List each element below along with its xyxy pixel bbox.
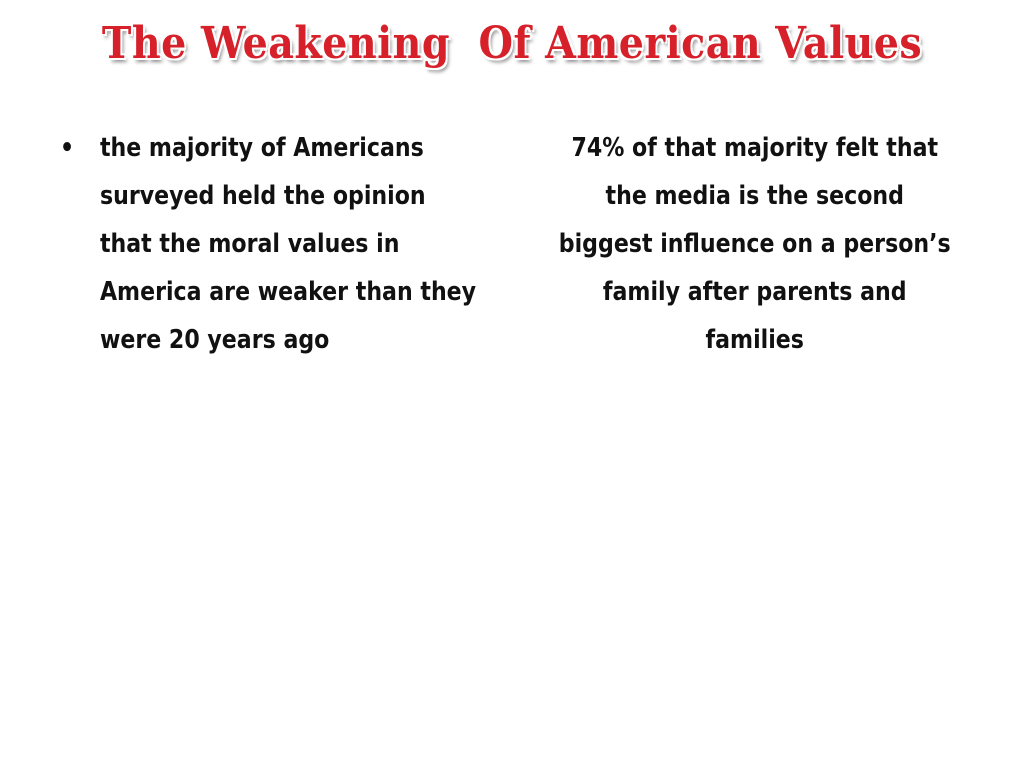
right-column: 74% of that majority felt that the media… [555,124,955,364]
left-column: • the majority of Americans surveyed hel… [60,124,485,364]
left-text: the majority of Americans surveyed held … [99,133,477,355]
right-text: 74% of that majority felt that the media… [558,133,951,355]
bullet: • [60,133,75,163]
slide-title: The Weakening Of American Values [101,18,923,69]
